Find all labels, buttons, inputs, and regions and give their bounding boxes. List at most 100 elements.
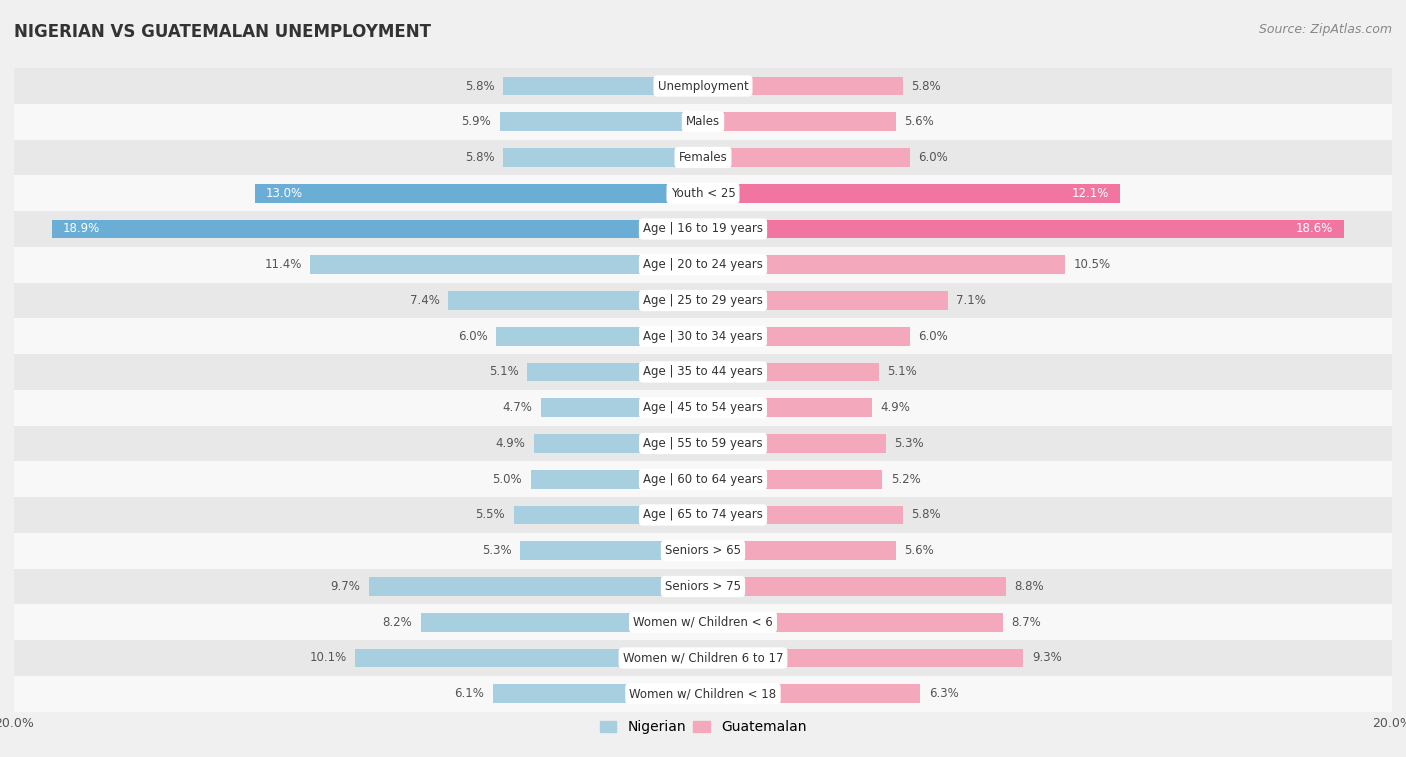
Bar — [496, 327, 703, 345]
Text: 7.1%: 7.1% — [956, 294, 986, 307]
Bar — [14, 569, 1392, 604]
Text: Source: ZipAtlas.com: Source: ZipAtlas.com — [1258, 23, 1392, 36]
Text: 8.2%: 8.2% — [382, 615, 412, 629]
Bar — [703, 184, 1119, 203]
Bar — [14, 139, 1392, 176]
Bar — [531, 470, 703, 488]
Bar — [14, 354, 1392, 390]
Bar — [503, 148, 703, 167]
Text: Males: Males — [686, 115, 720, 128]
Bar — [703, 684, 920, 703]
Text: 5.9%: 5.9% — [461, 115, 491, 128]
Bar — [527, 363, 703, 382]
Bar — [503, 76, 703, 95]
Text: 9.7%: 9.7% — [330, 580, 360, 593]
Bar — [513, 506, 703, 525]
Bar — [703, 76, 903, 95]
Bar — [703, 398, 872, 417]
Text: 5.1%: 5.1% — [489, 366, 519, 378]
Bar — [703, 577, 1007, 596]
Bar — [520, 541, 703, 560]
Text: Age | 60 to 64 years: Age | 60 to 64 years — [643, 472, 763, 486]
Text: 5.6%: 5.6% — [904, 544, 934, 557]
Text: Age | 65 to 74 years: Age | 65 to 74 years — [643, 509, 763, 522]
Bar — [14, 640, 1392, 676]
Bar — [449, 291, 703, 310]
Bar — [420, 613, 703, 631]
Bar — [14, 461, 1392, 497]
Text: 7.4%: 7.4% — [409, 294, 440, 307]
Text: 13.0%: 13.0% — [266, 187, 302, 200]
Bar — [14, 425, 1392, 461]
Bar — [14, 211, 1392, 247]
Bar — [14, 319, 1392, 354]
Text: Age | 25 to 29 years: Age | 25 to 29 years — [643, 294, 763, 307]
Text: 8.7%: 8.7% — [1011, 615, 1040, 629]
Text: Age | 30 to 34 years: Age | 30 to 34 years — [643, 330, 763, 343]
Bar — [14, 247, 1392, 282]
Bar — [494, 684, 703, 703]
Text: 6.1%: 6.1% — [454, 687, 484, 700]
Text: 10.1%: 10.1% — [309, 652, 346, 665]
Bar — [703, 506, 903, 525]
Bar — [703, 435, 886, 453]
Bar — [703, 470, 882, 488]
Bar — [703, 148, 910, 167]
Bar — [534, 435, 703, 453]
Bar — [14, 390, 1392, 425]
Text: 18.6%: 18.6% — [1296, 223, 1333, 235]
Text: 4.9%: 4.9% — [496, 437, 526, 450]
Bar — [14, 68, 1392, 104]
Text: 5.8%: 5.8% — [911, 509, 941, 522]
Bar — [703, 541, 896, 560]
Bar — [311, 255, 703, 274]
Text: 5.8%: 5.8% — [465, 79, 495, 92]
Bar — [499, 113, 703, 131]
Text: 5.1%: 5.1% — [887, 366, 917, 378]
Bar — [703, 291, 948, 310]
Text: 5.5%: 5.5% — [475, 509, 505, 522]
Text: Females: Females — [679, 151, 727, 164]
Text: Unemployment: Unemployment — [658, 79, 748, 92]
Text: 5.2%: 5.2% — [891, 472, 921, 486]
Text: Women w/ Children < 6: Women w/ Children < 6 — [633, 615, 773, 629]
Text: Seniors > 75: Seniors > 75 — [665, 580, 741, 593]
Legend: Nigerian, Guatemalan: Nigerian, Guatemalan — [595, 715, 811, 740]
Text: Women w/ Children < 18: Women w/ Children < 18 — [630, 687, 776, 700]
Text: Age | 16 to 19 years: Age | 16 to 19 years — [643, 223, 763, 235]
Bar — [703, 363, 879, 382]
Bar — [14, 676, 1392, 712]
Text: Women w/ Children 6 to 17: Women w/ Children 6 to 17 — [623, 652, 783, 665]
Bar — [14, 104, 1392, 139]
Text: Age | 35 to 44 years: Age | 35 to 44 years — [643, 366, 763, 378]
Text: 9.3%: 9.3% — [1032, 652, 1062, 665]
Bar — [14, 497, 1392, 533]
Text: 5.6%: 5.6% — [904, 115, 934, 128]
Bar — [541, 398, 703, 417]
Bar — [703, 255, 1064, 274]
Bar — [703, 220, 1344, 238]
Bar — [52, 220, 703, 238]
Text: 5.3%: 5.3% — [894, 437, 924, 450]
Text: 8.8%: 8.8% — [1015, 580, 1045, 593]
Text: 12.1%: 12.1% — [1073, 187, 1109, 200]
Bar — [356, 649, 703, 667]
Bar — [14, 176, 1392, 211]
Text: 5.8%: 5.8% — [465, 151, 495, 164]
Text: Age | 20 to 24 years: Age | 20 to 24 years — [643, 258, 763, 271]
Bar — [14, 533, 1392, 569]
Text: Age | 45 to 54 years: Age | 45 to 54 years — [643, 401, 763, 414]
Bar — [368, 577, 703, 596]
Bar — [703, 327, 910, 345]
Bar — [14, 604, 1392, 640]
Bar — [703, 649, 1024, 667]
Text: 6.0%: 6.0% — [458, 330, 488, 343]
Text: 10.5%: 10.5% — [1073, 258, 1111, 271]
Text: 6.3%: 6.3% — [928, 687, 959, 700]
Text: 6.0%: 6.0% — [918, 151, 948, 164]
Bar — [703, 613, 1002, 631]
Text: 5.3%: 5.3% — [482, 544, 512, 557]
Text: 6.0%: 6.0% — [918, 330, 948, 343]
Text: 4.7%: 4.7% — [502, 401, 533, 414]
Text: 5.8%: 5.8% — [911, 79, 941, 92]
